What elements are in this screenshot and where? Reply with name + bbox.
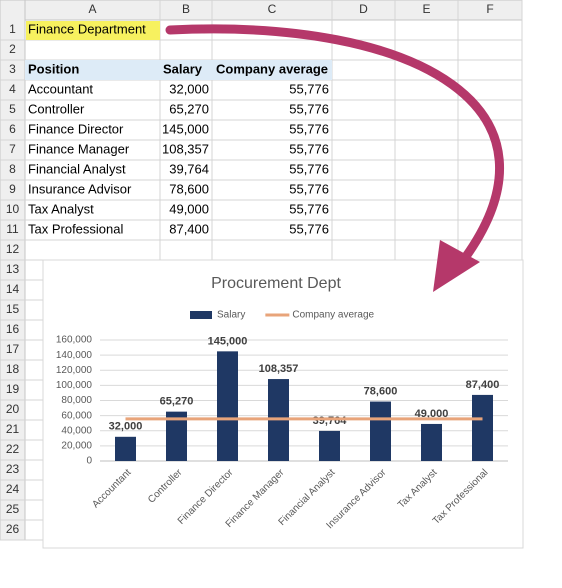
legend-label: Company average (292, 310, 374, 321)
row-header: 1 (9, 22, 16, 36)
table-cell: 55,776 (289, 181, 329, 196)
row-header: 24 (6, 482, 20, 496)
table-cell: 78,600 (169, 181, 209, 196)
bar (115, 436, 136, 461)
table-cell: Tax Professional (28, 221, 123, 236)
data-label: 145,000 (208, 335, 248, 347)
table-cell: 55,776 (289, 221, 329, 236)
row-header-bar (0, 0, 26, 541)
title-cell: Finance Department (28, 21, 146, 36)
row-header: 13 (6, 262, 20, 276)
row-header: 8 (9, 162, 16, 176)
table-cell: 145,000 (162, 121, 209, 136)
data-label: 39,764 (313, 415, 348, 427)
row-header: 6 (9, 122, 16, 136)
row-header: 16 (6, 322, 20, 336)
row-header: 21 (6, 422, 20, 436)
column-header: F (486, 2, 493, 16)
header-fill (25, 60, 332, 80)
table-cell: Accountant (28, 81, 93, 96)
y-tick-label: 60,000 (61, 410, 92, 421)
row-header: 20 (6, 402, 20, 416)
row-header: 7 (9, 142, 16, 156)
table-cell: 39,764 (169, 161, 209, 176)
data-label: 32,000 (109, 421, 143, 433)
row-header: 5 (9, 102, 16, 116)
y-tick-label: 0 (86, 456, 92, 467)
arrow (165, 24, 504, 292)
table-cell: 108,357 (162, 141, 209, 156)
table-cell: Controller (28, 101, 85, 116)
row-header: 19 (6, 382, 20, 396)
bar (217, 351, 238, 461)
row-header: 12 (6, 242, 20, 256)
row-header: 9 (9, 182, 16, 196)
chart-title: Procurement Dept (211, 275, 341, 292)
table-cell: 55,776 (289, 201, 329, 216)
table-cell: 65,270 (169, 101, 209, 116)
column-header: C (268, 2, 277, 16)
row-header: 4 (9, 82, 16, 96)
table-cell: 49,000 (169, 201, 209, 216)
row-header: 17 (6, 342, 20, 356)
table-cell: 87,400 (169, 221, 209, 236)
y-tick-label: 20,000 (61, 441, 92, 452)
table-header: Position (28, 61, 79, 76)
row-header: 10 (6, 202, 20, 216)
table-header: Salary (163, 61, 203, 76)
bar (166, 411, 187, 461)
column-header: B (182, 2, 190, 16)
row-header: 18 (6, 362, 20, 376)
table-cell: Financial Analyst (28, 161, 126, 176)
bar (421, 423, 442, 461)
data-label: 78,600 (364, 385, 398, 397)
row-header: 3 (9, 62, 16, 76)
highlight (26, 21, 160, 40)
chart: Procurement Dept 0 20,000 40,000 60,000 80,0… (42, 259, 524, 549)
y-tick-label: 140,000 (56, 350, 93, 361)
legend-label: Salary (217, 310, 245, 321)
table-cell: 55,776 (289, 121, 329, 136)
data-label: 87,400 (466, 379, 500, 391)
row-header: 11 (6, 222, 19, 236)
arrow-shaft (165, 24, 504, 267)
table-cell: 32,000 (169, 81, 209, 96)
bar (319, 430, 340, 461)
column-header: E (422, 2, 430, 16)
data-label: 108,357 (259, 363, 299, 375)
data-label: 65,270 (160, 396, 194, 408)
y-tick-label: 100,000 (56, 380, 93, 391)
table-cell: Finance Director (28, 121, 124, 136)
row-header: 14 (6, 282, 20, 296)
row-header: 2 (9, 42, 16, 56)
y-tick-label: 80,000 (61, 395, 92, 406)
legend-swatch (190, 311, 212, 319)
table-cell: Insurance Advisor (28, 181, 132, 196)
row-header: 23 (6, 462, 20, 476)
table-cell: 55,776 (289, 141, 329, 156)
table-header: Company average (216, 61, 328, 76)
table-cell: 55,776 (289, 161, 329, 176)
row-header: 15 (6, 302, 20, 316)
bar (472, 394, 493, 461)
column-header: D (359, 2, 368, 16)
y-tick-label: 120,000 (56, 365, 93, 376)
y-tick-label: 40,000 (61, 425, 92, 436)
table-cell: 55,776 (289, 81, 329, 96)
row-header: 26 (6, 522, 20, 536)
table-cell: Finance Manager (28, 141, 130, 156)
bar (370, 401, 391, 461)
data-label: 49,000 (415, 408, 449, 420)
column-header-bar (0, 0, 523, 21)
table-cell: 55,776 (289, 101, 329, 116)
row-header: 22 (6, 442, 20, 456)
row-header: 25 (6, 502, 20, 516)
y-tick-label: 160,000 (56, 335, 93, 346)
arrow-head (433, 240, 480, 292)
table-cell: Tax Analyst (28, 201, 94, 216)
column-header: A (88, 2, 96, 16)
